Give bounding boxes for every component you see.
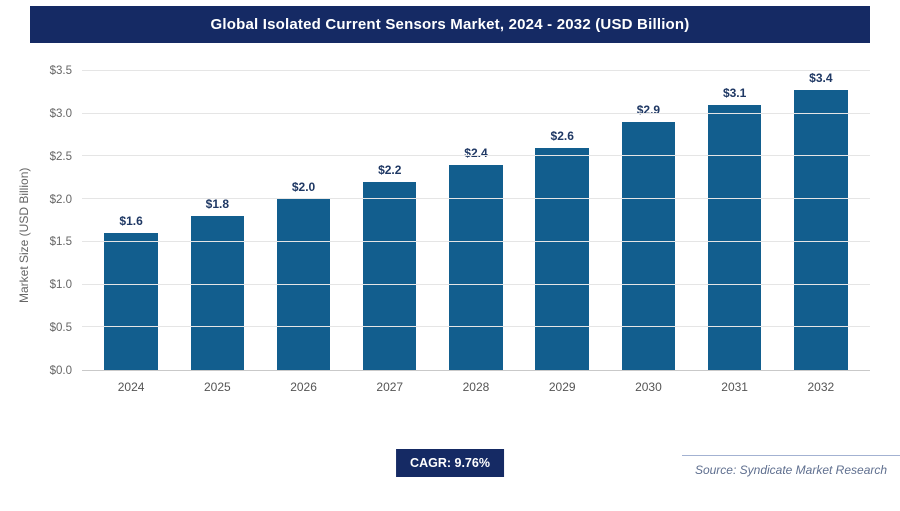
bar-value-label: $2.9 bbox=[636, 103, 661, 118]
bar-value-label: $2.2 bbox=[378, 163, 402, 178]
bar-column: $1.6 bbox=[88, 71, 174, 370]
gridline bbox=[82, 326, 870, 328]
y-tick-label: $1.0 bbox=[49, 279, 72, 292]
y-tick-label: $0.0 bbox=[49, 365, 72, 377]
plot-area: $1.6 $1.8 $2.0 $2.2 $2.4 $2.6 $2.9 $3.1 $3.4 bbox=[82, 70, 870, 371]
x-tick-label: 2028 bbox=[462, 380, 490, 394]
y-axis-title: Market Size (USD Billion) bbox=[17, 167, 31, 303]
gridline bbox=[82, 283, 870, 285]
chart-footer: CAGR: 9.76% Source: Syndicate Market Res… bbox=[0, 441, 900, 511]
x-axis: 2024 2025 2026 2027 2028 2029 2030 2031 2032 bbox=[82, 371, 870, 399]
gridline bbox=[82, 155, 870, 157]
source-note: Source: Syndicate Market Research bbox=[682, 455, 900, 477]
bar bbox=[535, 147, 589, 370]
bar-value-label: $1.8 bbox=[205, 197, 229, 212]
bar-column: $3.4 bbox=[778, 71, 864, 370]
x-tick-label: 2027 bbox=[376, 380, 404, 394]
x-tick-label: 2025 bbox=[203, 380, 231, 394]
bar-value-label: $2.0 bbox=[291, 180, 316, 195]
gridline bbox=[82, 198, 870, 200]
bar bbox=[707, 105, 762, 370]
bar bbox=[449, 164, 503, 370]
bar-column: $1.8 bbox=[174, 71, 260, 370]
bar bbox=[276, 199, 331, 370]
x-tick-label: 2024 bbox=[117, 380, 145, 394]
x-tick-label: 2031 bbox=[721, 380, 748, 394]
y-tick-label: $3.5 bbox=[49, 65, 72, 77]
bar bbox=[363, 182, 417, 370]
bar-column: $3.1 bbox=[692, 71, 778, 370]
gridline bbox=[82, 112, 870, 114]
bar-value-label: $1.6 bbox=[119, 214, 143, 229]
bar bbox=[621, 122, 676, 370]
bar-column: $2.9 bbox=[605, 71, 691, 370]
chart: Market Size (USD Billion) $0.0 $0.5 $1.0 $1… bbox=[14, 65, 870, 399]
y-tick-label: $2.5 bbox=[49, 150, 72, 163]
gridline bbox=[82, 70, 870, 71]
bar-column: $2.2 bbox=[347, 71, 433, 370]
cagr-badge: CAGR: 9.76% bbox=[396, 449, 504, 477]
bar-value-label: $3.1 bbox=[722, 86, 747, 101]
bar-value-label: $2.4 bbox=[464, 145, 488, 160]
y-tick-label: $0.5 bbox=[49, 322, 72, 335]
bar-value-label: $3.4 bbox=[809, 71, 833, 85]
y-tick-label: $1.5 bbox=[49, 236, 72, 249]
bar bbox=[190, 216, 245, 370]
page-title: Global Isolated Current Sensors Market, … bbox=[210, 16, 690, 33]
bar bbox=[104, 233, 158, 370]
bar-value-label: $2.6 bbox=[550, 128, 574, 143]
bars-container: $1.6 $1.8 $2.0 $2.2 $2.4 $2.6 $2.9 $3.1 $3.4 bbox=[82, 71, 870, 370]
x-tick-label: 2029 bbox=[548, 380, 576, 394]
y-axis: $0.0 $0.5 $1.0 $1.5 $2.0 $2.5 $3.0 $3.5 bbox=[34, 65, 82, 377]
x-tick-label: 2032 bbox=[807, 380, 835, 394]
gridline bbox=[82, 240, 870, 242]
y-tick-label: $2.0 bbox=[49, 193, 72, 206]
y-tick-label: $3.0 bbox=[49, 107, 72, 120]
chart-title-bar: Global Isolated Current Sensors Market, … bbox=[30, 6, 870, 43]
x-tick-label: 2030 bbox=[635, 380, 662, 394]
bar-column: $2.4 bbox=[433, 71, 519, 370]
x-tick-label: 2026 bbox=[290, 380, 317, 394]
bar bbox=[794, 90, 848, 370]
bar-column: $2.6 bbox=[519, 71, 605, 370]
bar-column: $2.0 bbox=[260, 71, 346, 370]
